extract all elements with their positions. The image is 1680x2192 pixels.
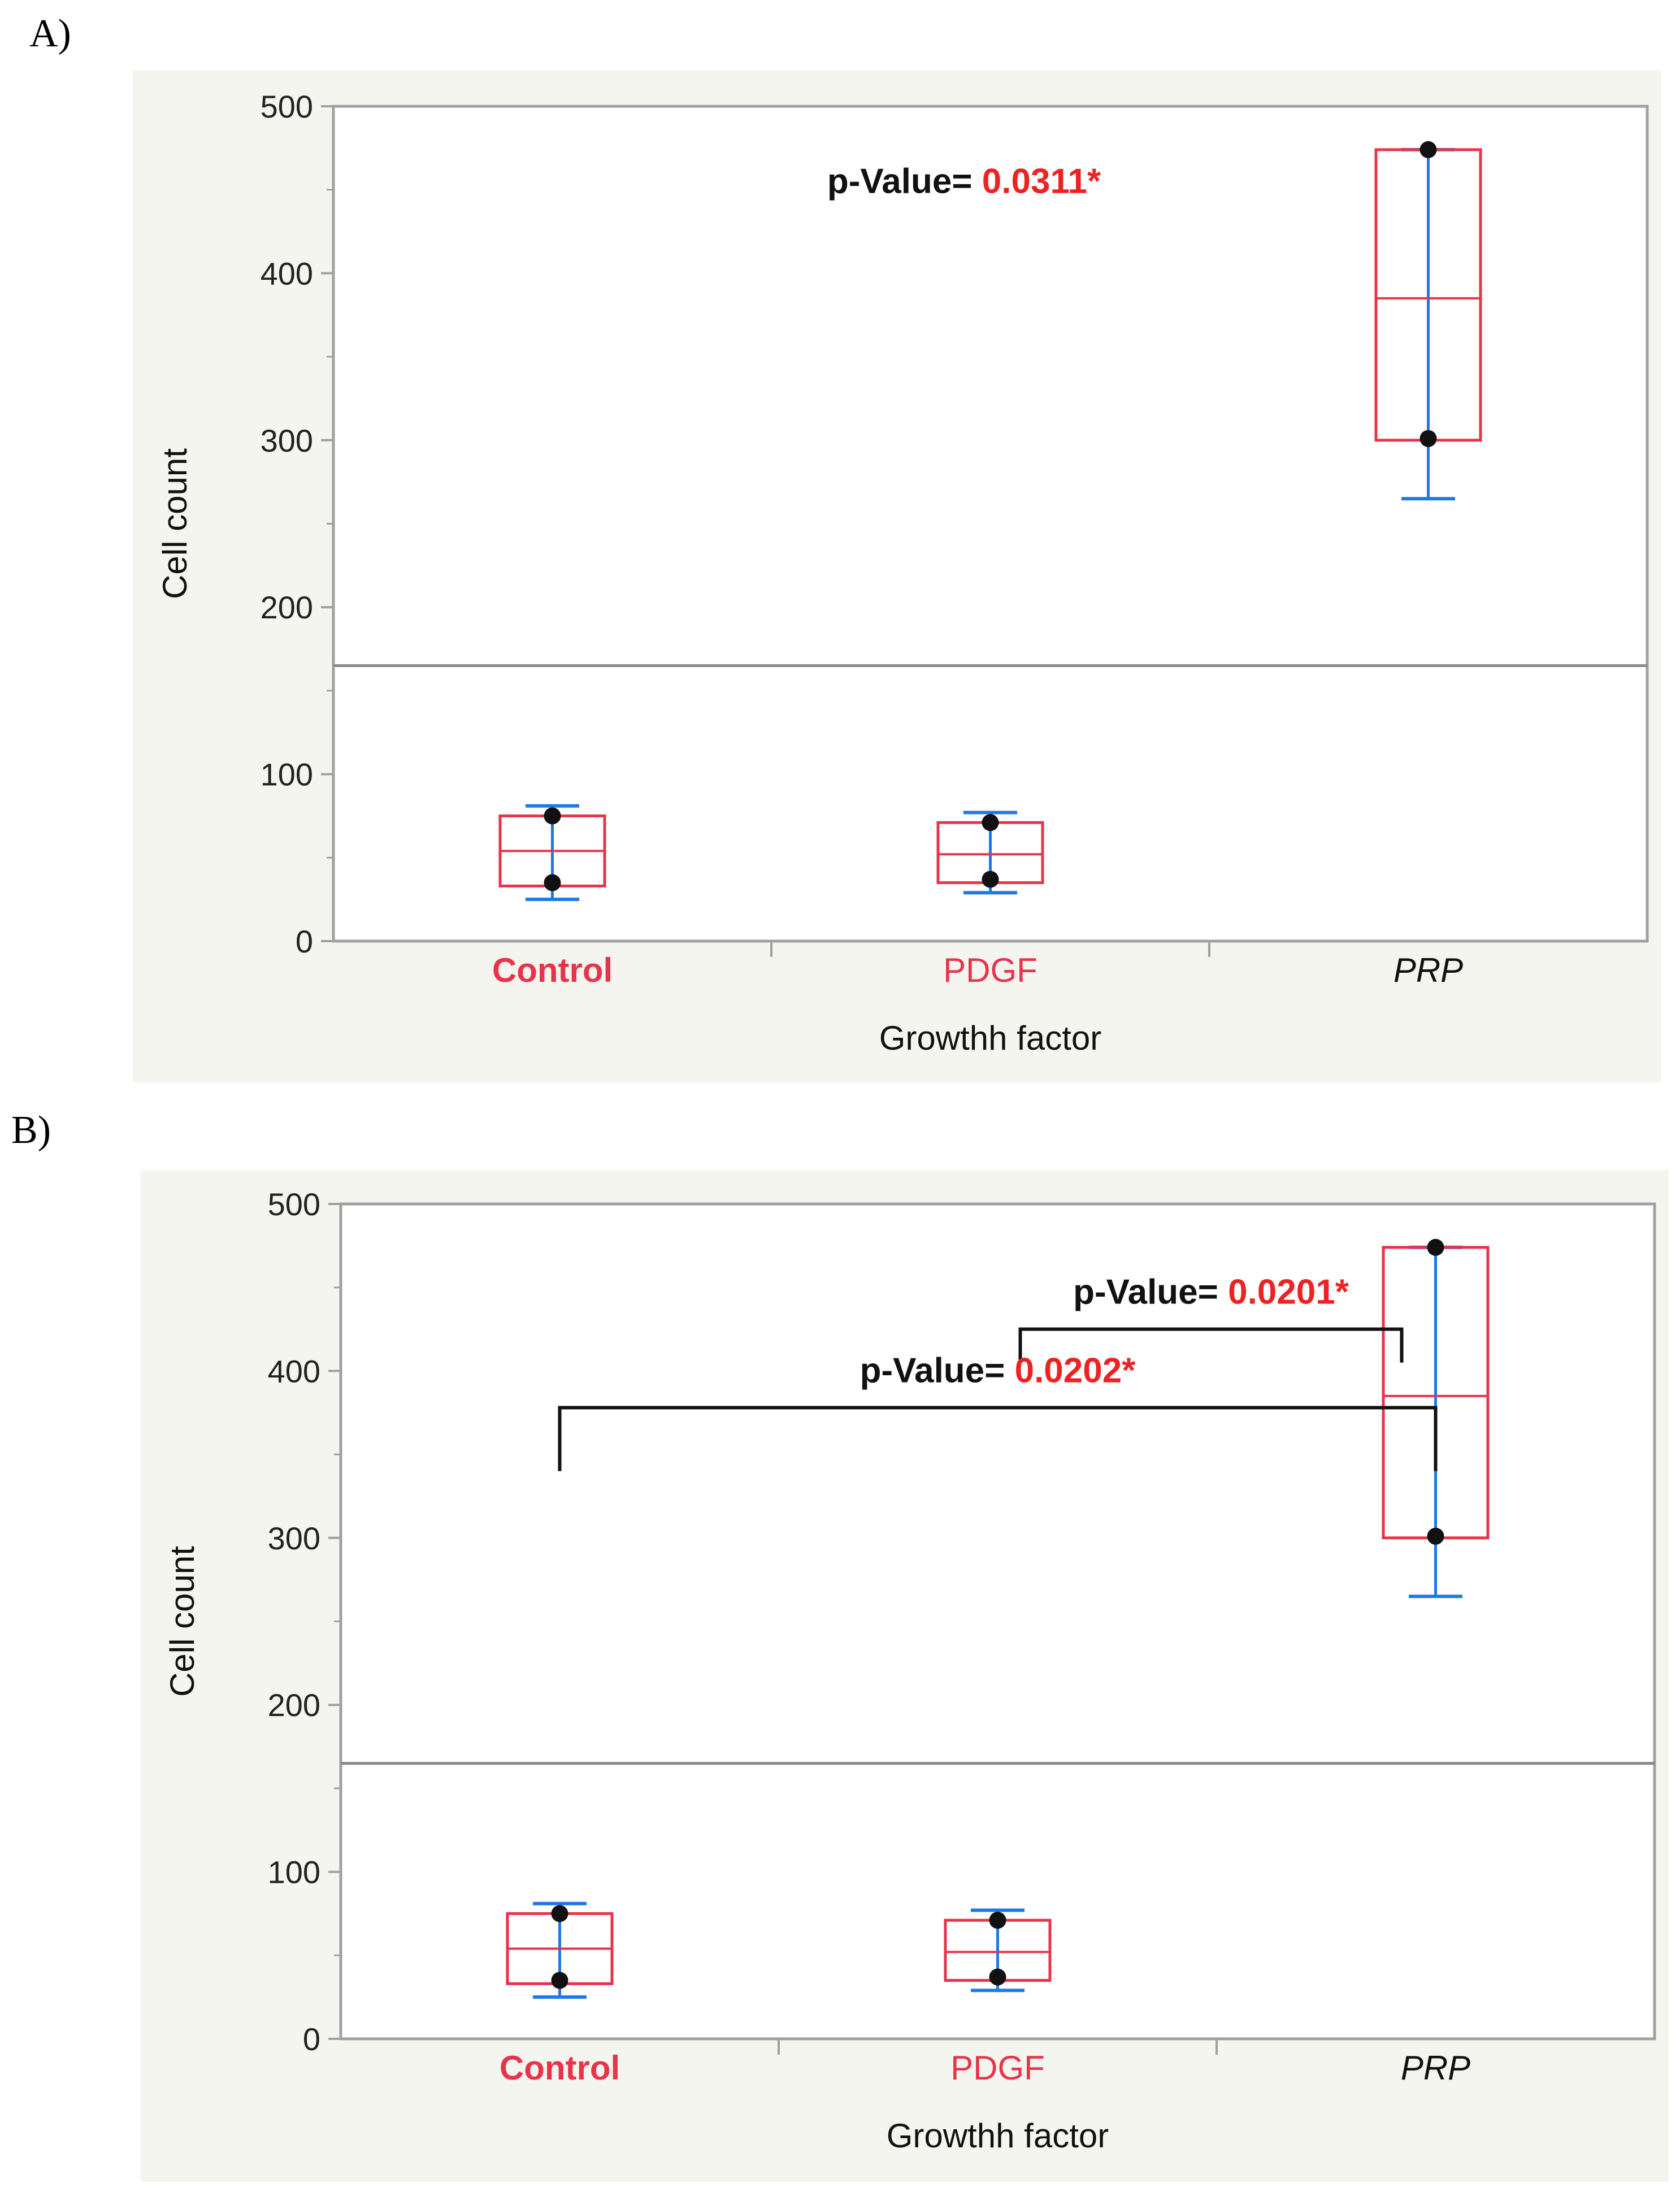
p-value-number: 0.0202* — [1015, 1351, 1136, 1390]
panel-a-label: A) — [29, 12, 71, 55]
p-value-annotation: p-Value= 0.0202* — [860, 1351, 1136, 1390]
data-point — [1419, 141, 1437, 158]
x-tick-label: Control — [500, 2049, 620, 2087]
data-point — [544, 874, 561, 891]
p-value-label: p-Value= — [827, 162, 982, 201]
box-plot-a: 0 100 200 300 400 500 Control PDGF PRP Growthh fa… — [156, 89, 1649, 1057]
y-tick-label: 0 — [303, 2021, 320, 2057]
data-point — [551, 1972, 568, 1989]
data-point — [1427, 1238, 1444, 1256]
x-tick-label: Control — [492, 951, 613, 989]
data-point — [1419, 430, 1437, 447]
y-tick-label: 400 — [261, 255, 313, 291]
p-value-label: p-Value= — [1073, 1273, 1228, 1312]
data-point — [1427, 1527, 1444, 1545]
data-point — [982, 870, 999, 888]
data-point — [989, 1912, 1006, 1929]
x-tick-label: PDGF — [950, 2049, 1045, 2087]
y-tick-label: 200 — [261, 590, 313, 625]
y-tick-label: 500 — [261, 89, 313, 124]
x-tick-label: PRP — [1394, 951, 1463, 989]
p-value-annotation: p-Value= 0.0311* — [827, 162, 1101, 201]
significance-bracket — [1018, 1327, 1404, 1363]
y-tick-label: 500 — [268, 1186, 320, 1222]
y-tick-label: 100 — [268, 1855, 320, 1890]
y-axis-title: Cell count — [163, 1546, 201, 1697]
data-point — [982, 814, 999, 831]
x-tick-label: PRP — [1401, 2049, 1470, 2087]
x-axis-title: Growthh factor — [887, 2117, 1109, 2155]
y-tick-label: 100 — [261, 757, 313, 792]
significance-bracket — [558, 1406, 1438, 1471]
p-value-number: 0.0311* — [982, 162, 1101, 201]
y-tick-label: 0 — [296, 924, 313, 959]
y-tick-label: 400 — [268, 1353, 320, 1389]
data-point — [544, 807, 561, 825]
p-value-annotation: p-Value= 0.0201* — [1073, 1273, 1349, 1312]
p-value-label: p-Value= — [860, 1351, 1015, 1390]
y-tick-label: 300 — [268, 1520, 320, 1556]
data-point — [989, 1968, 1006, 1986]
x-tick-label: PDGF — [943, 951, 1037, 989]
y-tick-label: 300 — [261, 423, 313, 458]
y-tick-label: 200 — [268, 1687, 320, 1723]
p-value-number: 0.0201* — [1228, 1273, 1349, 1312]
y-axis-title: Cell count — [156, 448, 194, 599]
x-axis-title: Growthh factor — [879, 1019, 1102, 1057]
panel-b-label: B) — [11, 1108, 51, 1152]
data-point — [551, 1905, 568, 1922]
